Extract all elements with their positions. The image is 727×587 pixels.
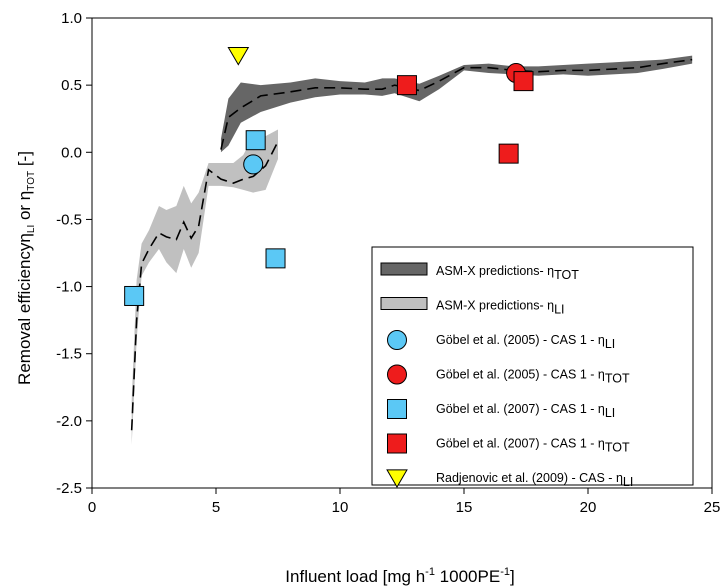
legend-label-sub: LI (623, 475, 633, 489)
legend-label-symbol: η (598, 368, 605, 382)
legend-label-symbol: η (598, 437, 605, 451)
y-axis-title-end: [-] (15, 151, 34, 171)
legend-label-symbol: η (547, 299, 554, 313)
y-tick-label: 0.5 (61, 77, 82, 94)
y-axis-title: Removal efficiencyηLI or ηTOT [-] (15, 151, 37, 385)
y-axis-title-or: or (15, 200, 34, 225)
legend-label-name: Göbel et al. (2007) - CAS 1 - (436, 402, 598, 416)
legend-swatch-circle (388, 365, 407, 384)
legend-swatch-band (381, 263, 427, 275)
legend-label-name: Göbel et al. (2005) - CAS 1 - (436, 333, 598, 347)
y-tick-label: -0.5 (56, 211, 82, 228)
x-axis-title-sup2: -1 (500, 566, 510, 578)
legend-swatch-band (381, 298, 427, 310)
x-axis-title-sup1: -1 (425, 566, 435, 578)
y-tick-label: -1.5 (56, 346, 82, 363)
legend-label-sub: LI (605, 337, 615, 351)
y-tick-label: -2.5 (56, 480, 82, 497)
data-point-circle (244, 155, 263, 174)
y-axis-title-symbol2: η (15, 191, 34, 200)
legend-swatch-square (388, 434, 407, 453)
band-tot (221, 56, 692, 153)
legend-swatch-square (388, 400, 407, 419)
legend-label-symbol: η (547, 264, 554, 278)
y-tick-label: 0.0 (61, 144, 82, 161)
x-tick-label: 15 (456, 499, 473, 516)
data-point-square (514, 72, 533, 91)
legend-label-sub: TOT (605, 441, 630, 455)
y-axis-ticks: -2.5 -2.0 -1.5 -1.0 -0.5 0.0 0.5 1.0 (56, 10, 92, 497)
data-point-square (125, 286, 144, 305)
legend-label-name: Göbel et al. (2005) - CAS 1 - (436, 368, 598, 382)
x-axis-title: Influent load [mg h-1 1000PE-1] (285, 566, 514, 586)
legend-label-name: ASM-X predictions- (436, 299, 547, 313)
x-axis-ticks: 0 5 10 15 20 25 (88, 488, 721, 516)
legend-label-name: Göbel et al. (2007) - CAS 1 - (436, 437, 598, 451)
legend-swatch-circle (388, 331, 407, 350)
legend-label-sub: TOT (605, 372, 630, 386)
y-tick-label: 1.0 (61, 10, 82, 27)
y-axis-title-sub1: LI (26, 225, 37, 233)
y-tick-label: -1.0 (56, 279, 82, 296)
y-tick-label: -2.0 (56, 413, 82, 430)
data-point-square (499, 144, 518, 163)
x-tick-label: 10 (332, 499, 349, 516)
data-point-square (246, 131, 265, 150)
data-point-square (397, 76, 416, 95)
legend-label: Radjenovic et al. (2009) - CAS - ηLI (436, 471, 633, 489)
x-tick-label: 0 (88, 499, 96, 516)
data-point-square (266, 249, 285, 268)
legend-label-name: Radjenovic et al. (2009) - CAS - (436, 471, 616, 485)
x-tick-label: 25 (704, 499, 721, 516)
legend-label-symbol: η (598, 333, 605, 347)
legend-label-symbol: η (598, 402, 605, 416)
band-li (132, 129, 278, 445)
data-point-triangle-down (228, 48, 248, 65)
x-axis-title-mid: 1000PE (435, 567, 500, 586)
legend-label-sub: LI (554, 303, 564, 317)
legend-label-name: ASM-X predictions- (436, 264, 547, 278)
legend-label-symbol: η (616, 471, 623, 485)
y-axis-title-symbol1: η (15, 233, 34, 242)
x-tick-label: 5 (212, 499, 220, 516)
legend-label-sub: LI (605, 406, 615, 420)
y-axis-title-main: Removal efficiency (15, 242, 34, 385)
y-axis-title-sub2: TOT (26, 171, 37, 191)
legend-label-sub: TOT (554, 268, 579, 282)
x-tick-label: 20 (580, 499, 597, 516)
x-axis-title-main: Influent load [mg h (285, 567, 425, 586)
x-axis-title-end: ] (510, 567, 515, 586)
